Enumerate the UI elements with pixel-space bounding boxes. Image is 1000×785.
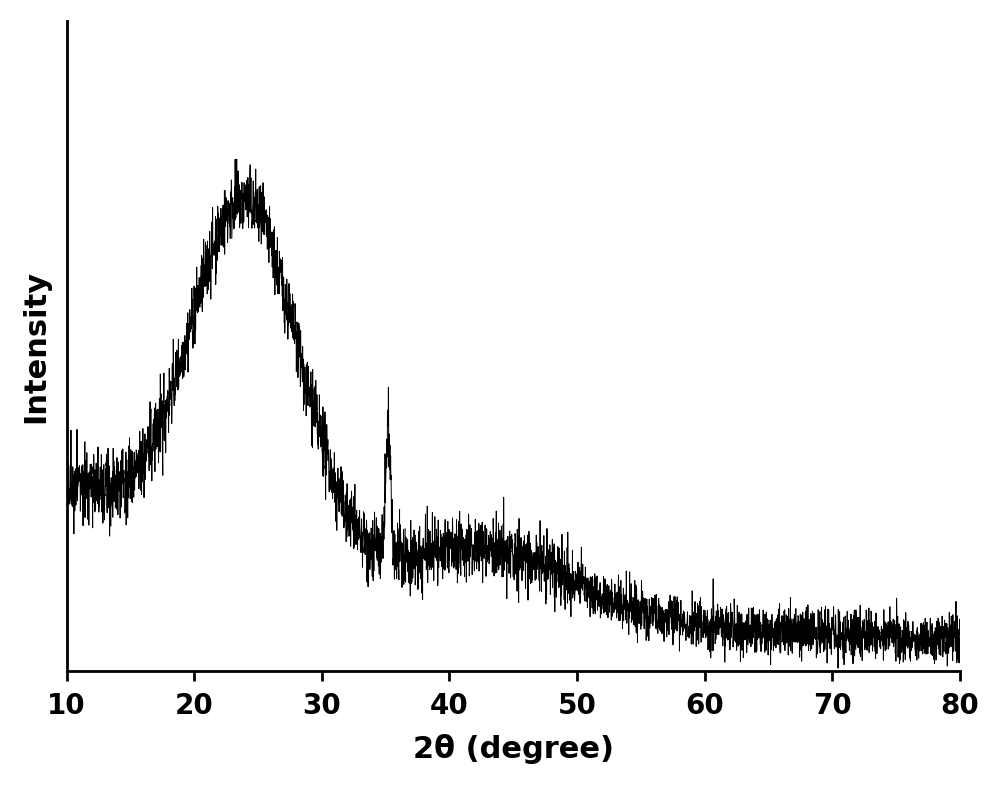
- Y-axis label: Intensity: Intensity: [21, 269, 50, 422]
- X-axis label: 2θ (degree): 2θ (degree): [413, 734, 614, 764]
